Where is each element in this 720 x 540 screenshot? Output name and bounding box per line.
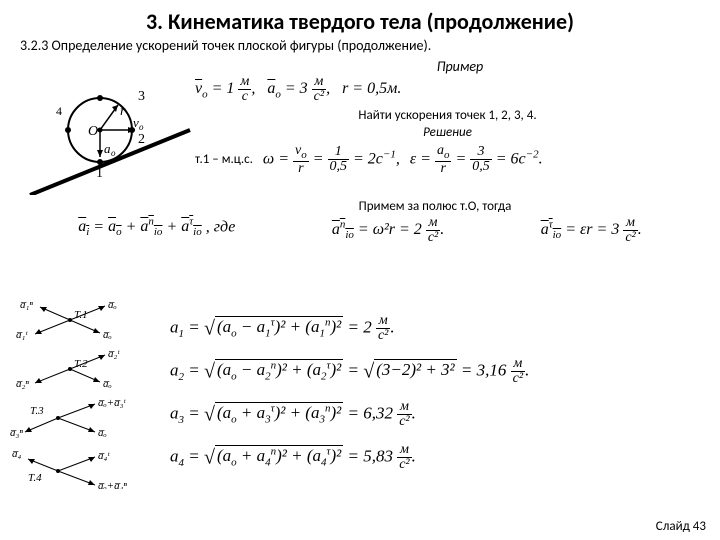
- svg-text:a̅₃ⁿ: a̅₃ⁿ: [10, 427, 23, 439]
- svg-text:a̅₁ⁿ: a̅₁ⁿ: [20, 299, 33, 311]
- svg-text:a: a: [104, 141, 111, 156]
- svg-text:a̅₄: a̅₄: [12, 448, 22, 460]
- svg-text:4: 4: [56, 104, 62, 118]
- row-given: O r v o a o 1 2 3 4 vo = 1 мс, ao = 3 мс…: [0, 75, 720, 195]
- vector-diagrams: a̅ₒ a̅₁ᵗ a̅ₒ a̅₁ⁿ Т.1 a̅₂ᵗ a̅₂ⁿ a̅ₒ Т.2 …: [10, 298, 160, 494]
- svg-text:Т.4: Т.4: [28, 472, 42, 484]
- omega-eq: ω = vor = 10,5 = 2c−1,: [263, 144, 400, 176]
- page-title: 3. Кинематика твердого тела (продолжение…: [0, 0, 720, 37]
- solution-label: Решение: [195, 125, 700, 140]
- diag-t3: a̅ₒ+a̅₃ᵗ a̅₃ⁿ a̅ₒ Т.3: [10, 396, 160, 440]
- diag-t2: a̅₂ᵗ a̅₂ⁿ a̅ₒ Т.2: [10, 347, 160, 391]
- svg-text:Т.2: Т.2: [74, 358, 88, 370]
- svg-text:a̅₄ᵗ: a̅₄ᵗ: [98, 450, 110, 462]
- svg-text:a̅ₒ: a̅ₒ: [108, 299, 117, 311]
- svg-text:Т.3: Т.3: [30, 405, 44, 417]
- svg-text:a̅ₒ: a̅ₒ: [103, 329, 112, 341]
- svg-text:1: 1: [96, 166, 103, 181]
- svg-text:a̅ₒ: a̅ₒ: [103, 378, 112, 390]
- svg-text:o: o: [139, 122, 144, 132]
- main-diagram: O r v o a o 1 2 3 4: [20, 75, 195, 195]
- svg-text:r: r: [120, 104, 126, 119]
- svg-text:O: O: [88, 124, 98, 139]
- example-label: Пример: [200, 58, 720, 75]
- eq-a4: a4 = √(ao + a4n)² + (a4τ)² = 5,83 мс².: [170, 443, 710, 472]
- eq-a2: a2 = √(ao − a2n)² + (a2τ)² = √(3−2)² + 3…: [170, 357, 710, 386]
- eq-a1: a1 = √(ao − a1τ)² + (a1n)² = 2 мс².: [170, 314, 710, 343]
- general-equations: ai = ao + anio + aτio , где anio = ω²r =…: [0, 216, 720, 245]
- eq-general: ai = ao + anio + aτio , где: [78, 216, 235, 245]
- section-subtitle: 3.2.3 Определение ускорений точек плоско…: [0, 37, 720, 58]
- diag-t1: a̅ₒ a̅₁ᵗ a̅ₒ a̅₁ⁿ Т.1: [10, 298, 160, 342]
- svg-text:a̅ₒ: a̅ₒ: [98, 427, 107, 439]
- svg-text:a̅ₒ+a̅₄ⁿ: a̅ₒ+a̅₄ⁿ: [98, 480, 127, 489]
- find-text: Найти ускорения точек 1, 2, 3, 4.: [195, 108, 700, 123]
- polus-text: Примем за полюс т.О, тогда: [150, 199, 720, 214]
- svg-text:a̅ₒ+a̅₃ᵗ: a̅ₒ+a̅₃ᵗ: [98, 397, 126, 409]
- diag-t4: a̅₄ᵗ a̅₄ a̅ₒ+a̅₄ⁿ Т.4: [10, 445, 160, 489]
- svg-text:a̅₂ᵗ: a̅₂ᵗ: [108, 348, 120, 360]
- svg-text:2: 2: [138, 132, 145, 147]
- svg-text:Т.1: Т.1: [74, 309, 88, 321]
- eq-a3: a3 = √(ao + a3τ)² + (a3n)² = 6,32 мс².: [170, 400, 710, 429]
- eq-an: anio = ω²r = 2 мс².: [332, 216, 444, 245]
- svg-text:3: 3: [138, 89, 145, 104]
- svg-text:o: o: [111, 148, 116, 158]
- svg-text:a̅₁ᵗ: a̅₁ᵗ: [16, 329, 28, 341]
- slide-number: Слайд 43: [656, 519, 706, 534]
- svg-text:a̅₂ⁿ: a̅₂ⁿ: [16, 378, 29, 390]
- eq-at: aτio = εr = 3 мс².: [541, 216, 642, 245]
- eps-eq: ε = aor = 30,5 = 6c−2.: [410, 144, 543, 176]
- point-accelerations: a1 = √(ao − a1τ)² + (a1n)² = 2 мс². a2 =…: [170, 310, 710, 486]
- given-values: vo = 1 мс, ao = 3 мс², r = 0,5м.: [195, 75, 700, 104]
- mcs-text: т.1 – м.ц.с.: [195, 152, 253, 167]
